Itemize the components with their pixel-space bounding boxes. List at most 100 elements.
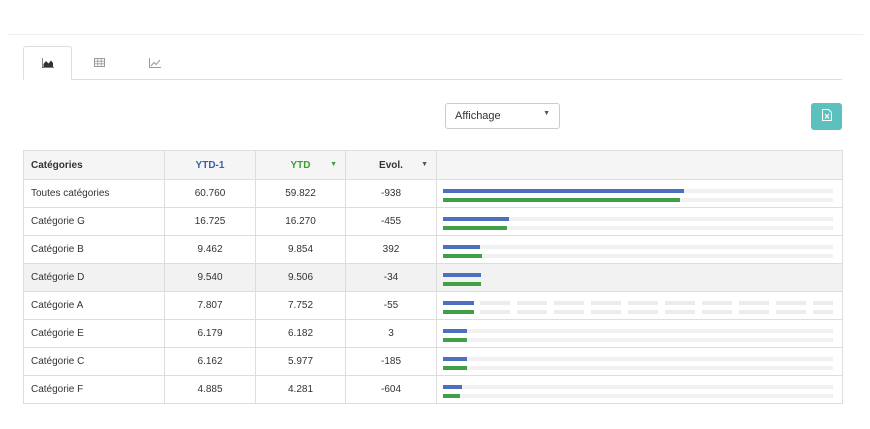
bar-track (443, 366, 833, 370)
ytd1-cell: 7.807 (164, 291, 256, 320)
bar-track (443, 310, 833, 314)
ytd1-bar (443, 385, 462, 389)
ytd1-cell: 60.760 (164, 179, 256, 208)
sort-caret-icon: ▼ (330, 161, 337, 168)
excel-file-icon (821, 108, 832, 126)
bar-track (443, 282, 833, 286)
category-cell: Toutes catégories (23, 179, 165, 208)
table-row[interactable]: Catégorie E 6.179 6.182 3 (23, 319, 843, 348)
header-ytd-label: YTD (290, 159, 311, 171)
bar-track (443, 385, 833, 389)
header-evol-label: Evol. (379, 159, 403, 171)
ytd1-bar (443, 245, 480, 249)
tab-table[interactable] (75, 46, 124, 79)
category-cell: Catégorie A (23, 291, 165, 320)
table-icon (94, 58, 105, 67)
ytd-bar (443, 366, 467, 370)
view-tabs (23, 46, 842, 80)
ytd1-bar (443, 273, 481, 277)
bar-track (443, 217, 833, 221)
evol-cell: -938 (345, 179, 437, 208)
evol-cell: 392 (345, 235, 437, 264)
table-row[interactable]: Catégorie G 16.725 16.270 -455 (23, 207, 843, 236)
ytd-cell: 7.752 (255, 291, 346, 320)
bar-cell (436, 207, 843, 236)
evol-cell: -455 (345, 207, 437, 236)
ytd-cell: 16.270 (255, 207, 346, 236)
tab-area-chart[interactable] (23, 46, 72, 80)
header-ytd[interactable]: YTD ▼ (255, 150, 346, 180)
bar-track (443, 245, 833, 249)
ytd1-cell: 4.885 (164, 375, 256, 404)
display-select[interactable]: Affichage ▼ (445, 103, 560, 129)
evol-cell: -604 (345, 375, 437, 404)
categories-table: Catégories YTD-1 YTD ▼ Evol. ▼ Toutes caté… (23, 150, 843, 404)
category-cell: Catégorie D (23, 263, 165, 292)
category-cell: Catégorie G (23, 207, 165, 236)
bar-cell (436, 263, 843, 292)
table-header-row: Catégories YTD-1 YTD ▼ Evol. ▼ (23, 150, 843, 180)
ytd1-cell: 9.462 (164, 235, 256, 264)
ytd1-bar (443, 357, 467, 361)
table-row[interactable]: Catégorie F 4.885 4.281 -604 (23, 375, 843, 404)
chevron-down-icon: ▼ (543, 110, 550, 117)
bar-track (443, 338, 833, 342)
ytd-bar (443, 226, 507, 230)
evol-cell: 3 (345, 319, 437, 348)
bar-track (443, 394, 833, 398)
ytd-cell: 6.182 (255, 319, 346, 348)
export-excel-button[interactable] (811, 103, 842, 130)
table-row[interactable]: Catégorie D 9.540 9.506 -34 (23, 263, 843, 292)
ytd1-bar (443, 217, 509, 221)
bar-track (443, 273, 833, 277)
display-select-value: Affichage (455, 110, 501, 122)
ytd-bar (443, 254, 482, 258)
header-evol[interactable]: Evol. ▼ (345, 150, 437, 180)
bar-cell (436, 179, 843, 208)
category-cell: Catégorie B (23, 235, 165, 264)
category-cell: Catégorie E (23, 319, 165, 348)
ytd-bar (443, 310, 474, 314)
ytd-cell: 59.822 (255, 179, 346, 208)
bar-cell (436, 235, 843, 264)
table-row[interactable]: Toutes catégories 60.760 59.822 -938 (23, 179, 843, 208)
ytd1-cell: 6.162 (164, 347, 256, 376)
table-row[interactable]: Catégorie A 7.807 7.752 -55 (23, 291, 843, 320)
bar-cell (436, 347, 843, 376)
ytd-cell: 4.281 (255, 375, 346, 404)
ytd1-cell: 9.540 (164, 263, 256, 292)
bar-track (443, 301, 833, 305)
evol-cell: -55 (345, 291, 437, 320)
ytd-cell: 9.854 (255, 235, 346, 264)
category-cell: Catégorie F (23, 375, 165, 404)
evol-cell: -34 (345, 263, 437, 292)
ytd-bar (443, 338, 467, 342)
ytd-bar (443, 282, 481, 286)
bar-cell (436, 291, 843, 320)
bar-track (443, 329, 833, 333)
ytd1-cell: 6.179 (164, 319, 256, 348)
bar-track (443, 226, 833, 230)
bar-track (443, 254, 833, 258)
bar-track (443, 357, 833, 361)
header-categories[interactable]: Catégories (23, 150, 165, 180)
ytd-cell: 5.977 (255, 347, 346, 376)
ytd1-cell: 16.725 (164, 207, 256, 236)
top-divider (8, 34, 863, 35)
ytd1-bar (443, 329, 467, 333)
header-ytd1[interactable]: YTD-1 (164, 150, 256, 180)
ytd-bar (443, 198, 680, 202)
ytd-cell: 9.506 (255, 263, 346, 292)
evol-cell: -185 (345, 347, 437, 376)
table-row[interactable]: Catégorie C 6.162 5.977 -185 (23, 347, 843, 376)
ytd1-bar (443, 301, 474, 305)
bar-cell (436, 375, 843, 404)
tab-line-chart[interactable] (130, 46, 179, 79)
ytd1-bar (443, 189, 684, 193)
table-row[interactable]: Catégorie B 9.462 9.854 392 (23, 235, 843, 264)
line-chart-icon (148, 57, 161, 68)
ytd-bar (443, 394, 460, 398)
category-cell: Catégorie C (23, 347, 165, 376)
header-bars (436, 150, 843, 180)
area-chart-icon (41, 58, 54, 68)
